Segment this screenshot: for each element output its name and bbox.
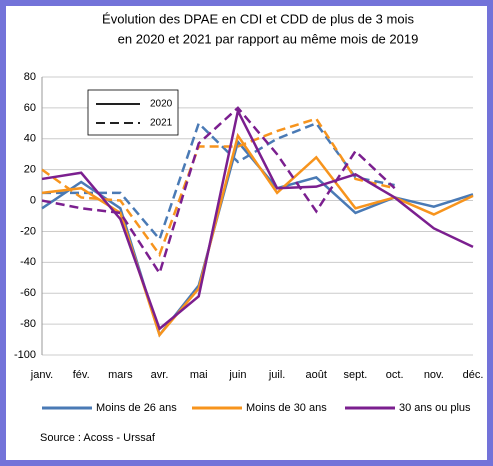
x-tick-label: janv.: [30, 369, 53, 381]
x-tick-label: août: [306, 369, 327, 381]
x-tick-label: déc.: [463, 369, 484, 381]
chart-title: Évolution des DPAE en CDI et CDD de plus…: [102, 11, 414, 26]
legend-label: 30 ans ou plus: [399, 402, 471, 414]
series-line: [41, 132, 474, 338]
x-tick-label: nov.: [424, 369, 444, 381]
series-line: [41, 106, 396, 277]
y-tick-label: -80: [20, 318, 36, 330]
y-tick-label: -60: [20, 287, 36, 299]
chart-area: [6, 6, 487, 460]
x-tick-label: fév.: [73, 369, 90, 381]
x-tick-label: mars: [108, 369, 133, 381]
y-tick-label: -100: [14, 349, 36, 361]
x-tick-label: juil.: [268, 369, 286, 381]
legend-label: Moins de 26 ans: [96, 402, 177, 414]
style-legend-label: 2021: [150, 118, 173, 129]
x-tick-label: mai: [190, 369, 208, 381]
y-tick-label: 0: [30, 194, 36, 206]
y-tick-label: -40: [20, 256, 36, 268]
legend-label: Moins de 30 ans: [246, 402, 327, 414]
y-tick-label: -20: [20, 225, 36, 237]
y-tick-label: 40: [24, 133, 36, 145]
chart-title: en 2020 et 2021 par rapport au même mois…: [118, 31, 419, 46]
series-line: [41, 117, 395, 258]
x-tick-label: juin: [228, 369, 246, 381]
style-legend-label: 2020: [150, 99, 173, 110]
y-tick-label: 20: [24, 164, 36, 176]
style-legend-box: [87, 89, 179, 136]
y-tick-label: 80: [24, 71, 36, 83]
x-tick-label: avr.: [151, 369, 169, 381]
x-tick-label: oct.: [386, 369, 404, 381]
y-tick-label: 60: [24, 102, 36, 114]
x-tick-label: sept.: [344, 369, 368, 381]
source: Source : Acoss - Urssaf: [40, 432, 156, 444]
